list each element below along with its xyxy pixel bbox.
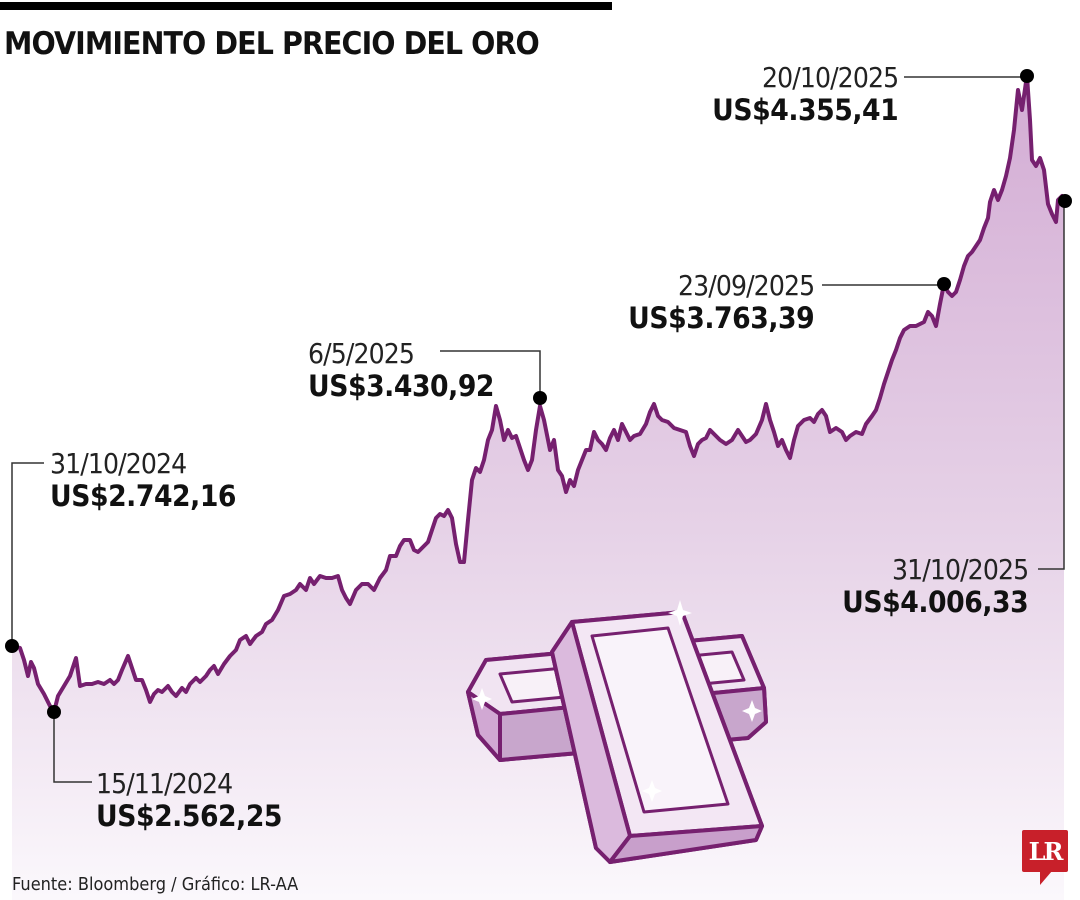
sparkle-icon xyxy=(668,600,692,626)
annotation-sep: 23/09/2025 US$3.763,39 xyxy=(612,269,815,335)
lr-logo-tail xyxy=(1040,871,1052,885)
annotation-date: 23/09/2025 xyxy=(677,269,815,302)
annotation-peak: 20/10/2025 US$4.355,41 xyxy=(696,61,899,127)
gold-bars-illustration xyxy=(466,610,768,864)
marker-may xyxy=(533,391,547,405)
annotation-value: US$3.430,92 xyxy=(308,369,495,403)
sparkle-icon xyxy=(742,700,762,722)
source-credit: Fuente: Bloomberg / Gráfico: LR-AA xyxy=(12,874,299,895)
annotation-low: 15/11/2024 US$2.562,25 xyxy=(96,770,298,831)
price-area xyxy=(12,76,1064,900)
price-line xyxy=(10,74,1066,714)
leader-start xyxy=(11,462,44,646)
leader-lines xyxy=(11,76,1065,783)
front-bar-inset xyxy=(590,626,730,814)
leader-may xyxy=(440,350,541,398)
marker-low xyxy=(47,705,61,719)
front-bar-bottom xyxy=(608,824,764,864)
lr-logo: LR xyxy=(1022,830,1068,872)
top-rule xyxy=(0,2,612,10)
chart-title: MOVIMIENTO DEL PRECIO DEL ORO xyxy=(4,26,540,62)
marker-sep xyxy=(937,277,951,291)
markers xyxy=(5,69,1072,719)
annotation-date: 6/5/2025 xyxy=(308,337,415,370)
annotation-value: US$2.562,25 xyxy=(96,799,283,833)
annotation-date: 31/10/2024 xyxy=(50,447,187,480)
leader-end xyxy=(1038,201,1065,570)
annotation-start: 31/10/2024 US$2.742,16 xyxy=(50,450,252,511)
annotation-date: 31/10/2025 xyxy=(891,553,1029,586)
annotation-value: US$4.006,33 xyxy=(841,585,1029,619)
leader-low xyxy=(53,712,92,783)
annotation-value: US$3.763,39 xyxy=(627,301,815,335)
sparkles xyxy=(472,600,762,802)
annotation-value: US$2.742,16 xyxy=(50,479,237,513)
sparkle-icon xyxy=(642,780,662,802)
annotation-date: 15/11/2024 xyxy=(96,767,233,800)
annotation-end: 31/10/2025 US$4.006,33 xyxy=(826,553,1029,619)
annotation-value: US$4.355,41 xyxy=(711,93,899,127)
sparkle-icon xyxy=(472,688,492,710)
marker-start xyxy=(5,639,19,653)
annotation-date: 20/10/2025 xyxy=(761,61,899,94)
marker-peak xyxy=(1020,69,1034,83)
marker-end xyxy=(1058,194,1072,208)
annotation-may: 6/5/2025 US$3.430,92 xyxy=(308,340,510,401)
